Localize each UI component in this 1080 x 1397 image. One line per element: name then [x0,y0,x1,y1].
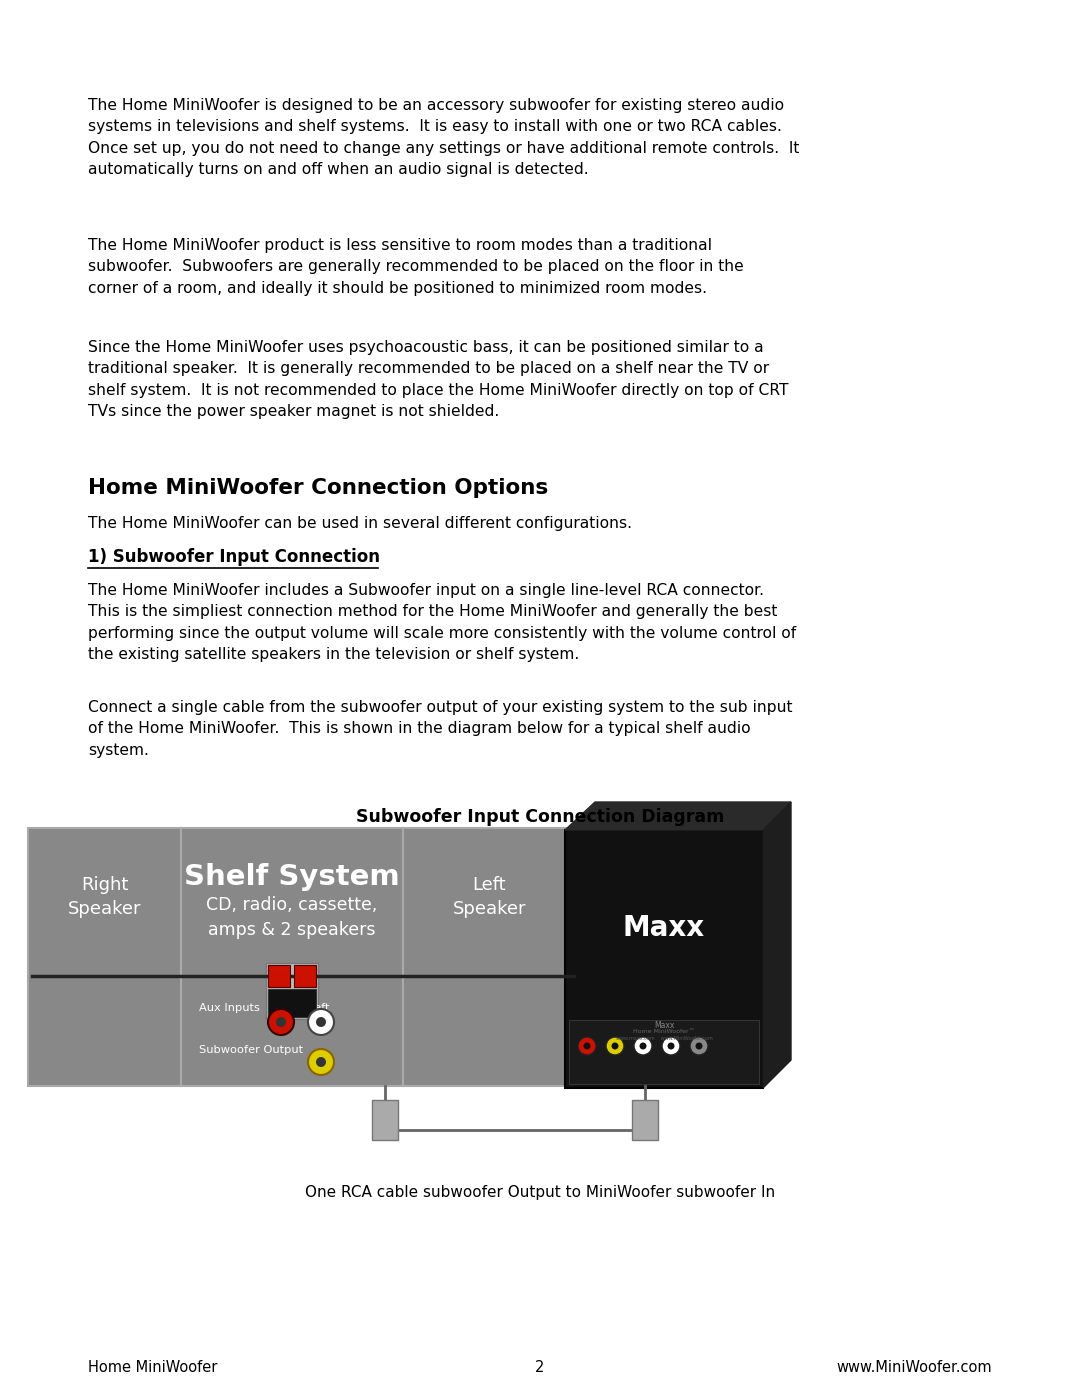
Text: Subwoofer Input Connection Diagram: Subwoofer Input Connection Diagram [356,807,724,826]
Text: Home MiniWoofer Connection Options: Home MiniWoofer Connection Options [87,478,549,497]
Circle shape [606,1037,624,1055]
Bar [294,965,316,988]
Circle shape [667,1042,675,1049]
Bar [268,965,291,988]
Circle shape [583,1042,591,1049]
Text: 1) Subwoofer Input Connection: 1) Subwoofer Input Connection [87,548,380,566]
Bar [28,828,181,1085]
Circle shape [578,1037,596,1055]
Circle shape [696,1042,702,1049]
Text: www.MiniWoofer.com: www.MiniWoofer.com [836,1361,993,1375]
Text: Home MiniWoofer: Home MiniWoofer [87,1361,217,1375]
Polygon shape [762,802,791,1088]
Bar [266,963,318,1018]
Text: CD, radio, cassette,
amps & 2 speakers: CD, radio, cassette, amps & 2 speakers [206,895,378,939]
Text: Shelf System: Shelf System [185,863,400,891]
Circle shape [268,1009,294,1035]
Bar [565,830,762,1088]
Text: Since the Home MiniWoofer uses psychoacoustic bass, it can be positioned similar: Since the Home MiniWoofer uses psychoaco… [87,339,788,419]
Text: Home MiniWoofer™: Home MiniWoofer™ [633,1030,694,1034]
Bar [403,828,576,1085]
Bar [28,828,576,1085]
Bar [372,1099,399,1140]
Text: Aux Inputs  Right   Left: Aux Inputs Right Left [199,1003,329,1013]
Text: Maxx: Maxx [653,1021,674,1030]
Circle shape [662,1037,680,1055]
Circle shape [308,1049,334,1076]
Circle shape [316,1058,326,1067]
Circle shape [639,1042,647,1049]
Text: Connect a single cable from the subwoofer output of your existing system to the : Connect a single cable from the subwoofe… [87,700,793,757]
Text: Subwoofer Output: Subwoofer Output [199,1045,303,1055]
Text: Maxx: Maxx [623,914,705,942]
Circle shape [308,1009,334,1035]
Text: The Home MiniWoofer is designed to be an accessory subwoofer for existing stereo: The Home MiniWoofer is designed to be an… [87,98,799,177]
Text: The Home MiniWoofer can be used in several different configurations.: The Home MiniWoofer can be used in sever… [87,515,632,531]
Circle shape [316,1017,326,1027]
Bar [569,1020,759,1084]
Circle shape [611,1042,619,1049]
Text: Left
Speaker: Left Speaker [453,876,526,918]
Text: The Home MiniWoofer product is less sensitive to room modes than a traditional
s: The Home MiniWoofer product is less sens… [87,237,744,296]
Bar [181,828,403,1085]
Text: 2: 2 [536,1361,544,1375]
Text: One RCA cable subwoofer Output to MiniWoofer subwoofer In: One RCA cable subwoofer Output to MiniWo… [305,1185,775,1200]
Circle shape [634,1037,652,1055]
Text: www.maxx.com    www.MiniWoofer.com: www.maxx.com www.MiniWoofer.com [616,1037,713,1041]
Bar [632,1099,658,1140]
Text: The Home MiniWoofer includes a Subwoofer input on a single line-level RCA connec: The Home MiniWoofer includes a Subwoofer… [87,583,796,662]
Text: Right
Speaker: Right Speaker [68,876,141,918]
Bar [268,989,316,1017]
Circle shape [276,1017,286,1027]
Polygon shape [565,802,791,830]
Circle shape [690,1037,708,1055]
